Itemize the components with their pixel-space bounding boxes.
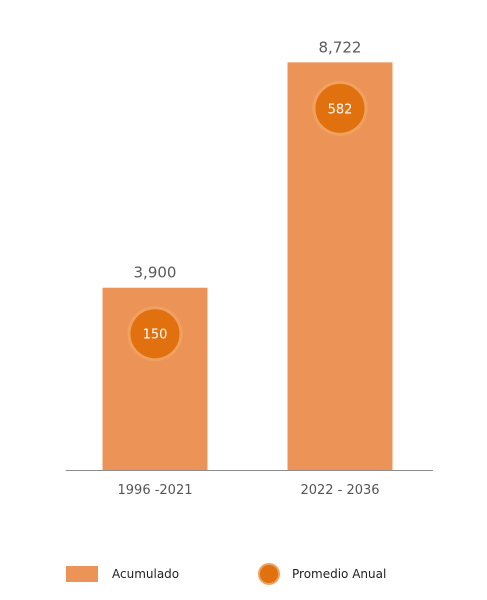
legend-item-acumulado: Acumulado xyxy=(66,566,179,582)
labels-group: 3,900 1996 -2021 150 8,722 2022 - 2036 582 xyxy=(118,38,380,498)
bar-chart: 3,900 1996 -2021 150 8,722 2022 - 2036 582 xyxy=(66,38,433,498)
value-label-promedio-anual-cat-0: 150 xyxy=(143,328,168,343)
legend-dot-promedio-anual xyxy=(258,563,280,585)
dot-promedio-anual-cat-1 xyxy=(312,80,368,136)
legend-item-promedio-anual: Promedio Anual xyxy=(258,563,386,585)
value-label-acumulado-cat-0: 3,900 xyxy=(134,264,177,282)
legend: Acumulado Promedio Anual xyxy=(0,562,487,586)
category-label-cat-1: 2022 - 2036 xyxy=(300,483,379,498)
value-label-promedio-anual-cat-1: 582 xyxy=(328,102,353,117)
dots-group xyxy=(127,80,368,362)
value-label-acumulado-cat-1: 8,722 xyxy=(319,38,362,56)
legend-swatch-acumulado xyxy=(66,566,98,582)
dot-promedio-anual-cat-0 xyxy=(127,306,183,362)
legend-label-promedio-anual: Promedio Anual xyxy=(292,567,387,581)
category-label-cat-0: 1996 -2021 xyxy=(118,483,193,498)
legend-label-acumulado: Acumulado xyxy=(112,567,180,581)
